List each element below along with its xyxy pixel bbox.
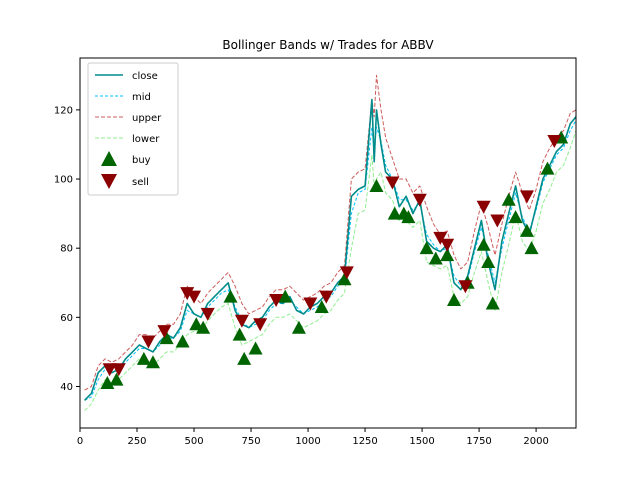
buy-marker [136,351,151,365]
buy-marker [159,331,174,345]
buy-marker [540,161,555,175]
sell-marker [339,266,354,280]
buy-marker [314,299,329,313]
legend-lower-label: lower [132,134,160,145]
buy-marker [508,210,523,224]
series-mid-line [84,119,576,401]
legend-buy-label: buy [132,155,151,166]
buy-marker [387,206,402,220]
buy-marker [446,293,461,307]
buy-marker [485,296,500,310]
buy-marker [419,241,434,255]
y-tick-label: 60 [60,313,73,324]
sell-marker [519,190,534,204]
sell-marker [319,290,334,304]
sell-marker [111,363,126,377]
sell-marker [385,176,400,190]
sell-marker [180,287,195,301]
x-tick-label: 1500 [409,436,434,447]
buy-marker [401,210,416,224]
marker-layer [100,130,569,390]
x-axis: 0 250 500 750 1000 1250 1500 1750 2000 [77,428,549,447]
y-tick-label: 100 [54,175,73,186]
x-tick-label: 1250 [352,436,377,447]
buy-marker [501,192,516,206]
plot-frame [79,57,577,429]
sell-marker [490,214,505,228]
x-tick-label: 2000 [523,436,548,447]
sell-marker [433,231,448,245]
sell-marker [234,314,249,328]
sell-marker [200,307,215,321]
legend-close-label: close [132,71,158,82]
chart-title: Bollinger Bands w/ Trades for ABBV [222,38,434,52]
buy-marker [524,241,539,255]
x-tick-label: 0 [77,436,83,447]
buy-marker [476,237,491,251]
sell-marker [187,290,202,304]
legend-sell-label: sell [132,177,149,188]
x-tick-label: 750 [241,436,260,447]
x-tick-label: 1000 [295,436,320,447]
buy-marker [428,251,443,265]
sell-marker [476,200,491,214]
buy-marker [175,334,190,348]
series-upper-line [84,74,576,391]
sell-marker [102,363,117,377]
buy-marker [278,289,293,303]
y-tick-label: 120 [54,105,73,116]
sell-marker [440,238,455,252]
sell-marker [547,134,562,148]
buy-marker [481,255,496,269]
y-axis: 40 60 80 100 120 [54,105,80,393]
x-tick-label: 500 [184,436,203,447]
sell-marker [157,325,172,339]
buy-marker [232,327,247,341]
sell-marker [303,297,318,311]
buy-marker [109,372,124,386]
buy-marker [196,320,211,334]
sell-marker [253,318,268,332]
buy-marker [519,223,534,237]
sell-marker [412,193,427,207]
legend: close mid upper lower buy sell [87,62,179,196]
legend-sell-marker [101,174,117,189]
legend-box [87,62,179,196]
x-tick-label: 250 [127,436,146,447]
buy-marker [291,320,306,334]
buy-marker [100,376,115,390]
buy-marker [440,248,455,262]
sell-marker [141,335,156,349]
buy-marker [248,341,263,355]
y-tick-label: 40 [60,382,73,393]
buy-marker [237,351,252,365]
legend-buy-marker [101,151,117,166]
x-tick-label: 1750 [466,436,491,447]
legend-mid-label: mid [132,92,151,103]
buy-marker [369,178,384,192]
buy-marker [145,355,160,369]
sell-marker [458,280,473,294]
y-tick-label: 80 [60,244,73,255]
legend-upper-label: upper [132,113,162,124]
sell-marker [269,294,284,308]
buy-marker [223,289,238,303]
buy-marker [337,272,352,286]
